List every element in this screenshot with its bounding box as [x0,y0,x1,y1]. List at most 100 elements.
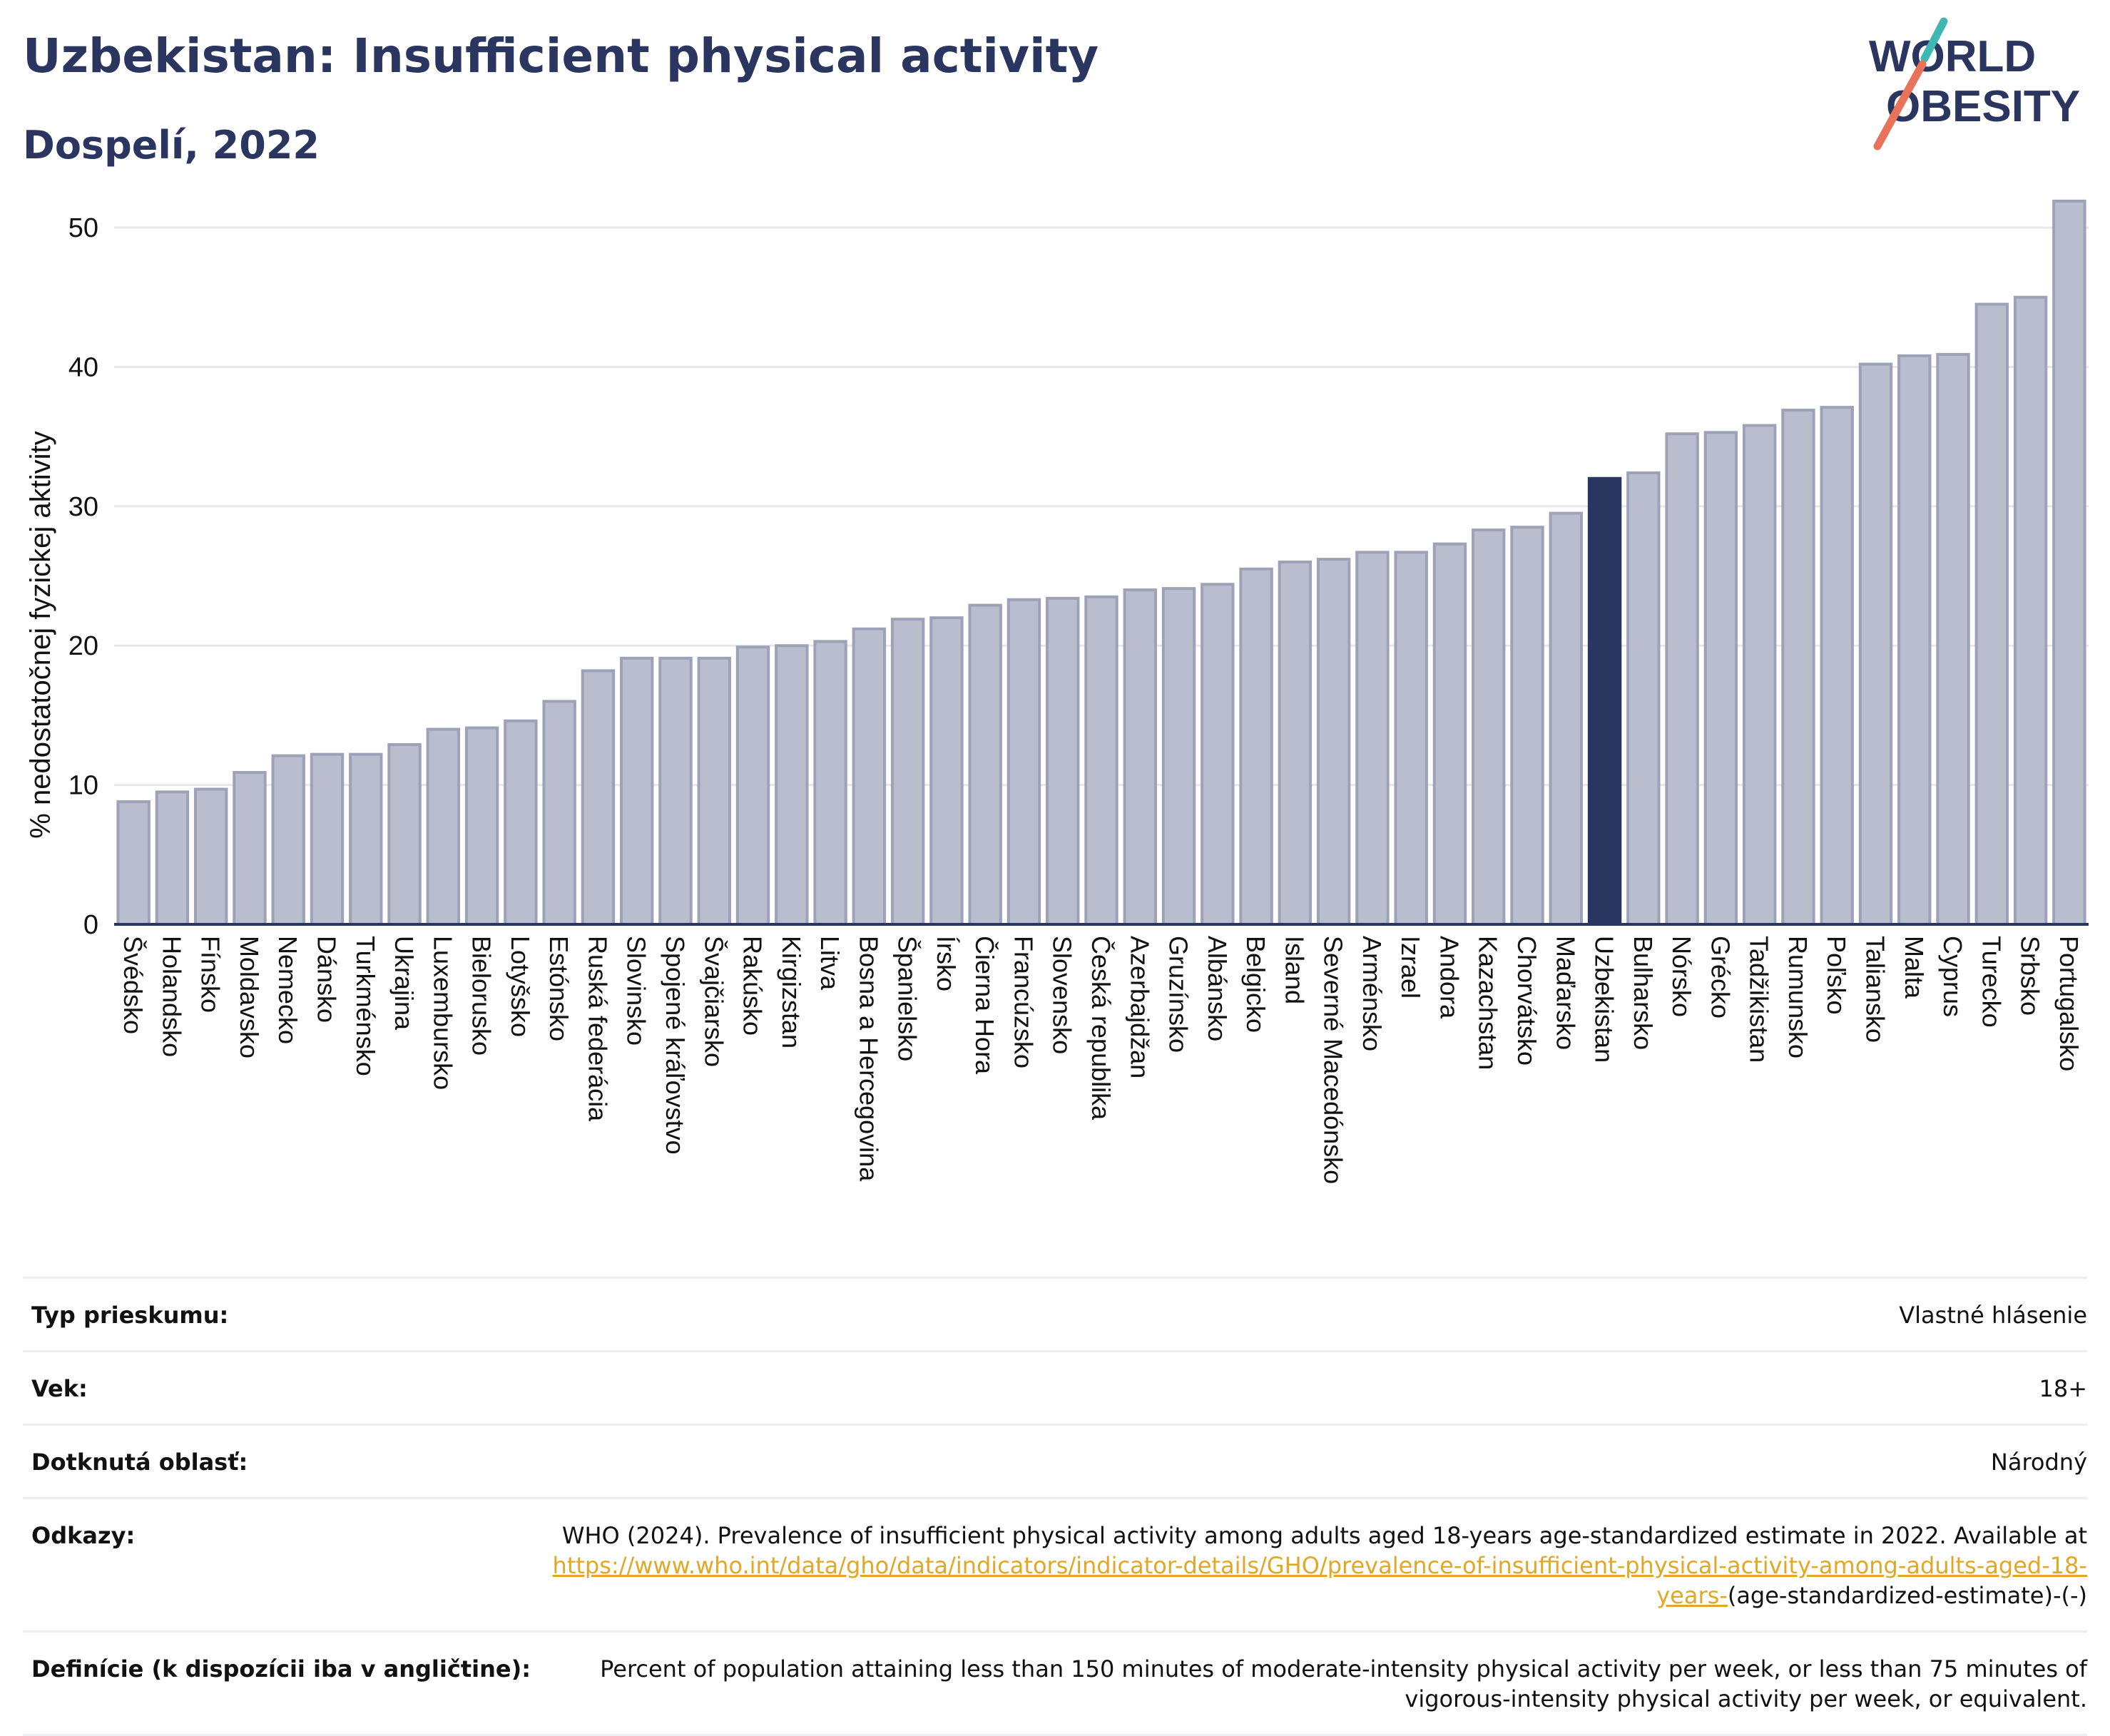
x-tick-label: Česká republika [1086,936,1116,1120]
bar [193,787,228,926]
x-tick-label: Francúzsko [1009,936,1038,1068]
x-tick-label: Tadžikistan [1745,936,1774,1063]
bar [1006,598,1041,926]
x-tick-label: Moldavsko [235,936,264,1058]
age-value: 18+ [2039,1375,2087,1402]
survey-label: Typ prieskumu: [31,1302,229,1329]
y-axis-label: % nedostatočnej fyzickej aktivity [25,431,56,838]
x-tick-label: Arménsko [1357,936,1387,1051]
bar [233,771,267,926]
x-tick-label: Rakúsko [738,936,768,1036]
bar [1316,558,1351,926]
bar [2013,295,2048,926]
x-tick-label: Grécko [1706,936,1735,1018]
bar [581,669,616,926]
bar [1394,551,1428,926]
x-tick-label: Ukrajina [389,936,419,1031]
info-row-survey: Typ prieskumu: Vlastné hlásenie [23,1277,2087,1350]
bar [1046,596,1080,926]
bar-chart: 0 10 20 30 40 50 Švédsko Holandsko Fínsko Moldav… [25,199,2089,1184]
x-tick-label: Andora [1434,936,1464,1019]
bar [890,618,925,926]
x-tick-label: Bielorusko [467,936,496,1056]
x-tick-label: Taliansko [1860,936,1890,1043]
bar [1742,424,1777,926]
bar [1239,567,1273,926]
bar [1626,471,1661,926]
x-tick-label: Kazachstan [1474,936,1503,1070]
info-row-definitions: Definície (k dispozícii iba v angličtine… [23,1630,2087,1736]
bar [1355,551,1390,926]
logo-line1: WORLD [1869,32,2036,81]
x-tick-label: Švajčiarsko [699,936,728,1067]
x-tick-label: Turecko [1977,936,2006,1028]
bar [852,627,887,926]
x-tick-label: Čierna Hora [970,936,999,1075]
bar [968,603,1002,926]
bar [1858,362,1893,926]
x-tick-label: Spojené kráľovstvo [661,936,690,1155]
bar [1432,542,1467,926]
x-tick-label: Maďarsko [1551,936,1580,1050]
logo-slash-teal [1920,17,1948,63]
bar [349,752,383,926]
x-tick-label: Fínsko [196,936,225,1013]
page-title: Uzbekistan: Insufficient physical activi… [23,29,1099,83]
x-tick-label: Španielsko [893,936,922,1061]
y-tick-label: 10 [68,771,98,801]
references-label: Odkazy: [31,1522,136,1549]
info-table: Typ prieskumu: Vlastné hlásenie Vek: 18+… [23,1277,2087,1736]
bar [1974,302,2009,926]
page-subtitle: Dospelí, 2022 [23,123,320,168]
x-tick-label: Luxembursko [428,936,457,1090]
bar [387,742,422,926]
references-text: WHO (2024). Prevalence of insufficient p… [561,1522,2087,1549]
bar [2052,199,2086,926]
bar [929,616,964,926]
bars [116,199,2086,926]
x-tick-label: Albánsko [1203,936,1232,1041]
x-tick-label: Nemecko [273,936,302,1044]
bar [1781,409,1815,926]
bar [697,656,731,926]
bar [310,752,345,926]
world-obesity-logo: WORLD OBESITY [1869,17,2080,150]
bar [1665,432,1699,926]
bar [775,644,809,926]
bar [1123,588,1157,926]
x-tick-label: Portugalsko [2054,936,2084,1071]
x-tick-label: Island [1280,936,1309,1004]
references-link[interactable]: https://www.who.int/data/gho/data/indica… [552,1552,2087,1609]
bar [619,656,654,926]
bar [155,790,190,926]
references-tail: (age-standardized-estimate)-(-) [1727,1582,2087,1609]
info-row-age: Vek: 18+ [23,1350,2087,1424]
y-tick-labels: 0 10 20 30 40 50 [68,213,98,940]
x-tick-label: Slovinsko [622,936,651,1046]
x-tick-label: Kirgizstan [777,936,806,1048]
x-tick-label: Švédsko [118,936,148,1034]
x-tick-label: Ruská federácia [583,936,612,1122]
bar [1278,561,1313,926]
bar [658,656,693,926]
info-row-area: Dotknutá oblasť: Národný [23,1424,2087,1497]
x-tick-labels: Švédsko Holandsko Fínsko Moldavsko Nemecko Dá… [118,936,2084,1184]
x-tick-label: Uzbekistan [1590,936,1619,1063]
area-label: Dotknutá oblasť: [31,1449,248,1476]
x-tick-label: Severné Macedónsko [1319,936,1348,1184]
bar [1084,595,1118,926]
x-tick-label: Dánsko [312,936,342,1023]
x-tick-label: Lotyšsko [506,936,535,1037]
bar [735,645,770,926]
x-tick-label: Bulharsko [1629,936,1658,1050]
references-value: WHO (2024). Prevalence of insufficient p… [482,1521,2087,1610]
x-tick-label: Rumunsko [1783,936,1813,1058]
bar [1161,587,1196,926]
y-tick-label: 0 [83,910,98,940]
x-tick-label: Nórsko [1667,936,1696,1017]
bar [426,727,461,926]
info-row-references: Odkazy: WHO (2024). Prevalence of insuff… [23,1497,2087,1630]
y-tick-label: 20 [68,631,98,661]
x-tick-label: Írsko [932,936,961,991]
definitions-value: Percent of population attaining less tha… [600,1655,2087,1712]
